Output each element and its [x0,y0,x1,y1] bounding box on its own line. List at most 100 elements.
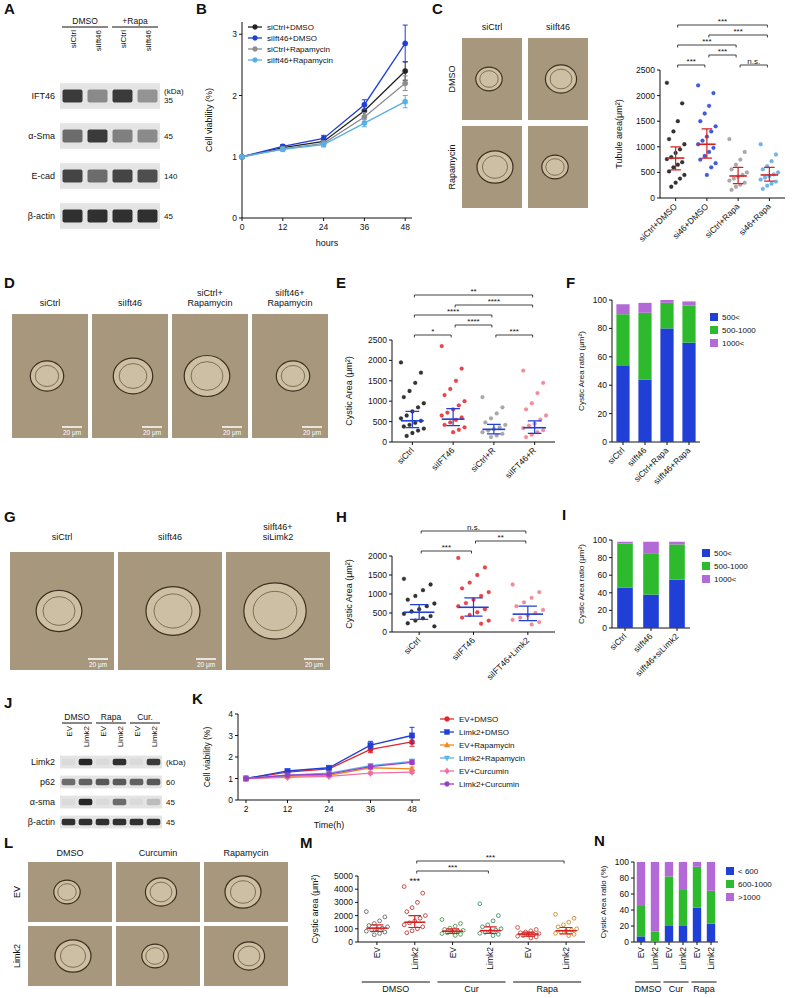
column-label: siCtrl [40,298,61,308]
cell-lumen [35,365,58,386]
data-point [534,928,538,932]
y-tick-label: 0 [228,795,233,805]
cell [542,155,568,179]
y-tick-label: 500 [373,417,387,427]
group-line [96,723,126,724]
data-point [676,163,680,167]
blot-band [113,819,127,825]
y-tick [609,628,612,629]
data-point [776,171,780,175]
micrograph [116,926,200,986]
data-point [456,556,460,560]
data-point [759,178,763,182]
legend-label: >1000 [738,893,761,902]
y-tick [389,613,392,614]
x-tick [651,628,652,631]
blot-band [96,759,110,765]
data-point [448,387,452,391]
x-tick [769,198,770,201]
data-point [423,914,427,918]
data-point [460,616,464,620]
y-tick [389,442,392,443]
whisker [446,409,460,426]
y-tick [609,540,612,541]
y-tick-label: 40 [620,905,630,915]
y-tick [609,610,612,611]
kda-label: 45 [164,212,173,221]
significance-label: *** [409,876,420,886]
blot-band [63,130,83,143]
data-point [362,102,367,107]
y-tick [609,385,612,386]
legend-label: siCtrl+Rapamycin [267,45,330,54]
y-tick [631,926,634,927]
row-label: E-cad [31,171,55,181]
data-point [453,924,457,928]
data-point [487,590,491,594]
blot-strip [60,123,160,149]
data-point [432,624,436,628]
legend-swatch [726,867,734,875]
x-tick [697,942,698,945]
data-point [712,91,716,95]
data-point [440,414,444,418]
whisker [406,411,420,427]
data-point [239,154,244,159]
data-point [524,407,528,411]
y-tick-label: 500 [641,167,655,177]
blot-band [79,759,93,765]
y-tick-label: 500 [373,608,387,618]
lane-label: siCtrl [119,30,128,48]
series-line [242,102,405,157]
error-bar [403,96,408,108]
group-label: DMSO [72,16,98,26]
data-point [448,421,452,425]
x-tick [419,632,420,635]
x-tick [641,942,642,945]
data-point [541,381,545,385]
significance-label: *** [718,47,727,56]
lane-label: siCtrl [69,30,78,48]
significance-label: ** [498,533,504,542]
group-line [130,723,160,724]
micrograph [226,552,330,670]
bar-segment [637,862,645,906]
data-point [703,112,707,116]
cell-lumen [482,156,507,179]
data-point [422,427,426,431]
data-point [408,389,412,393]
legend-label: < 600 [738,867,759,876]
data-point [701,139,705,143]
y-axis-title: Cell viability (%) [204,88,214,152]
data-point [402,425,406,429]
x-tick-label: 12 [283,804,293,814]
x-tick-label: EV [523,947,533,959]
blot-band [79,779,93,785]
legend-label: EV+DMSO [459,715,498,724]
bar-segment [682,306,695,343]
y-tick [657,172,660,173]
y-tick-label: 5000 [334,871,353,881]
cell-lumen [281,365,304,386]
scale-bar-label: 20 μm [303,429,321,437]
legend-marker [253,36,258,41]
blot-band [88,90,108,103]
data-point [475,573,479,577]
data-point [698,119,702,123]
y-tick-label: 1 [228,774,233,784]
row-label: Rapamycin [447,144,457,189]
x-tick [414,942,415,945]
y-tick-label: 3 [232,29,237,39]
row-label: β-actin [28,211,55,221]
y-axis-title: Cystic Area ratio (μm²) [577,544,586,624]
y-tick [389,380,392,381]
data-point [451,430,455,434]
y-tick [355,928,358,929]
legend-label: EV+Curcumin [459,767,509,776]
significance-label: *** [718,17,727,26]
bar-segment [707,891,715,924]
y-tick [657,121,660,122]
data-point [672,165,676,169]
x-tick [493,442,494,445]
bar-segment [643,553,659,594]
